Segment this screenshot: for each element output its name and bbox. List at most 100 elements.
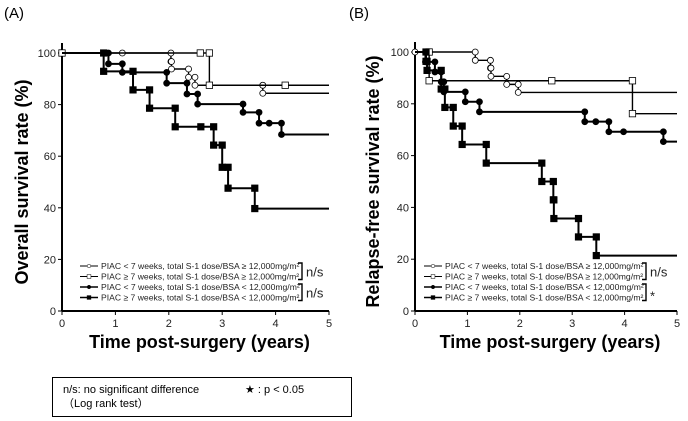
event-marker [659, 138, 667, 146]
censor-marker [548, 77, 556, 85]
y-tick-label: 0 [403, 306, 409, 318]
censor-marker [265, 119, 273, 127]
event-marker [105, 60, 112, 68]
legend-label: PIAC < 7 weeks, total S-1 dose/BSA ≥ 12,… [445, 261, 644, 271]
x-tick-label: 1 [464, 318, 470, 330]
event-marker [514, 89, 522, 96]
event-marker [185, 73, 192, 81]
comparison-label: n/s [306, 264, 324, 279]
y-tick-label: 0 [50, 306, 56, 318]
event-marker [255, 119, 263, 127]
y-axis-title: Overall survival rate (%) [12, 79, 32, 284]
y-tick-label: 20 [44, 254, 56, 266]
comparison-bracket [298, 283, 303, 302]
legend-label: PIAC < 7 weeks, total S-1 dose/BSA < 12,… [445, 282, 644, 292]
legend-label: PIAC < 7 weeks, total S-1 dose/BSA < 12,… [101, 282, 300, 292]
comparison-label: n/s [306, 285, 324, 300]
event-marker [191, 73, 199, 81]
event-marker [255, 108, 263, 116]
event-marker [476, 108, 483, 116]
event-marker [487, 72, 495, 80]
survival-curve [415, 51, 677, 257]
event-marker [118, 60, 126, 68]
event-marker [100, 67, 108, 75]
footnote-ns: n/s: no significant difference [63, 384, 200, 396]
legend-marker [430, 263, 436, 269]
event-marker [423, 57, 431, 65]
event-marker [129, 86, 137, 94]
x-tick-label: 5 [674, 318, 680, 330]
event-marker [514, 80, 522, 88]
survival-curve [62, 52, 329, 86]
event-marker [437, 66, 445, 74]
y-axis-title: Relapse-free survival rate (%) [363, 55, 383, 307]
chart-a: (A) 0 1 2 3 4 5 0 20 40 60 80 100 Time post-surgery (… [4, 5, 332, 352]
event-marker [239, 100, 247, 108]
y-tick-label: 100 [391, 47, 409, 59]
survival-curve [62, 52, 329, 210]
event-marker [605, 118, 613, 126]
event-marker [592, 233, 600, 241]
censor-marker [281, 81, 289, 89]
event-marker [659, 128, 667, 136]
event-marker [538, 159, 546, 167]
event-marker [422, 48, 430, 56]
legend-label: PIAC ≥ 7 weeks, total S-1 dose/BSA ≥ 12,… [101, 272, 299, 282]
event-marker [574, 214, 583, 223]
event-marker [482, 140, 490, 149]
event-marker [461, 88, 469, 96]
event-marker [224, 184, 232, 192]
comparison-label: n/s [650, 264, 668, 279]
event-marker [628, 110, 637, 118]
event-marker [550, 214, 558, 223]
chart-b: (B) 0 1 2 3 4 5 0 20 40 60 80 100 Time post-surgery (… [349, 5, 680, 352]
event-marker [100, 49, 108, 57]
event-marker [145, 86, 154, 94]
y-tick-label: 100 [38, 48, 56, 60]
event-marker [185, 65, 192, 73]
series-filled-circle: PIAC < 7 weeks, total S-1 dose/BSA < 12,… [62, 49, 329, 292]
event-marker [168, 58, 175, 65]
event-marker [205, 81, 213, 89]
event-marker [458, 122, 466, 130]
y-tick-label: 40 [397, 202, 409, 214]
x-axis-title: Time post-surgery (years) [89, 332, 310, 352]
comparison-bracket [642, 283, 647, 302]
event-marker [482, 159, 490, 167]
comparison-label: * [650, 288, 655, 303]
event-marker [471, 56, 479, 64]
event-marker [538, 177, 546, 186]
event-marker [628, 77, 637, 85]
event-marker [239, 108, 247, 116]
legend-marker [86, 295, 92, 300]
event-marker [145, 104, 154, 112]
x-tick-label: 4 [273, 318, 279, 330]
legend-label: PIAC < 7 weeks, total S-1 dose/BSA ≥ 12,… [101, 261, 300, 271]
event-marker [278, 119, 285, 127]
y-tick-label: 20 [397, 254, 409, 266]
series-open-circle: PIAC < 7 weeks, total S-1 dose/BSA ≥ 12,… [62, 49, 329, 271]
footnote-box: n/s: no significant difference （Log rank… [52, 377, 352, 417]
series-filled-square: PIAC ≥ 7 weeks, total S-1 dose/BSA < 12,… [415, 48, 677, 303]
event-marker [441, 103, 449, 112]
censor-marker [196, 49, 204, 57]
event-marker [549, 177, 557, 186]
event-marker [218, 141, 226, 149]
x-tick-label: 0 [59, 318, 65, 330]
event-marker [224, 163, 232, 171]
event-marker [550, 196, 558, 204]
event-marker [449, 122, 457, 130]
legend-marker [430, 295, 436, 300]
legend-label: PIAC ≥ 7 weeks, total S-1 dose/BSA ≥ 12,… [445, 272, 643, 282]
event-marker [118, 68, 126, 76]
y-tick-label: 80 [397, 99, 409, 111]
y-tick-label: 60 [397, 151, 409, 163]
x-tick-label: 4 [622, 318, 628, 330]
event-marker [278, 131, 285, 138]
event-marker [251, 204, 259, 213]
event-marker [210, 141, 218, 149]
legend-label: PIAC ≥ 7 weeks, total S-1 dose/BSA < 12,… [101, 293, 300, 303]
event-marker [574, 233, 583, 241]
event-marker [129, 67, 137, 75]
